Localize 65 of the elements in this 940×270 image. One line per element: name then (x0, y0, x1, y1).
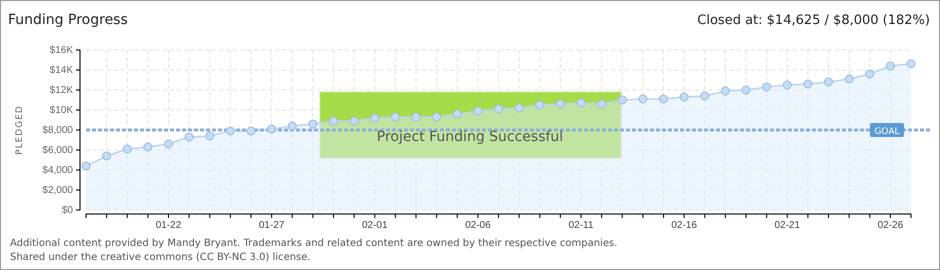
point (390, 112, 400, 122)
point (473, 106, 482, 116)
y-tick-label: $4,000 (42, 165, 74, 176)
point (350, 116, 359, 126)
point (865, 70, 874, 78)
point (720, 86, 730, 96)
point (288, 122, 297, 130)
point (886, 62, 895, 70)
y-tick-label: $16K (50, 45, 74, 56)
text: Shared under the creative commons (CC BY-NC 3.0) license. (10, 252, 311, 263)
point (246, 126, 256, 136)
point (906, 59, 916, 68)
x-tick-label: 02-21 (774, 220, 800, 232)
point (803, 80, 812, 88)
point (597, 100, 606, 108)
point (762, 82, 772, 92)
point (782, 80, 792, 90)
annotation: Project Funding Successful (376, 129, 564, 145)
text: Additional content provided by Mandy Bryant. Trademarks and related content are owned by their respective companies. (10, 238, 618, 249)
point (638, 94, 648, 104)
y-tick-label: $2,000 (42, 185, 74, 196)
x-tick-label: 01-27 (258, 220, 285, 232)
y-tick-label: $8,000 (42, 125, 74, 136)
ref-line-label: GOAL (874, 127, 900, 137)
point (576, 98, 586, 108)
point (143, 142, 152, 152)
point (680, 92, 689, 102)
point (205, 132, 214, 140)
chart-title: Funding Progress (8, 12, 128, 28)
point (844, 74, 854, 84)
point (370, 114, 380, 122)
x-tick-label: 02-26 (878, 220, 904, 232)
point (824, 78, 833, 86)
point (535, 100, 544, 110)
point (659, 94, 668, 104)
y-tick-label: $6,000 (42, 145, 74, 156)
point (164, 140, 173, 148)
x-tick-label: 02-06 (465, 220, 492, 232)
y-tick-label: $0 (62, 205, 74, 216)
y-tick-label: $10K (50, 105, 74, 116)
x-tick-label: 02-01 (362, 220, 388, 232)
y-tick-label: $14K (50, 65, 74, 76)
point (82, 162, 90, 170)
point (514, 104, 524, 112)
point (267, 124, 276, 134)
x-tick-label: 02-11 (568, 220, 594, 232)
x-tick-label: 02-16 (671, 220, 698, 232)
point (184, 132, 194, 142)
point (618, 96, 627, 104)
point (700, 92, 710, 100)
point (226, 126, 235, 136)
point (742, 86, 750, 94)
point (102, 152, 112, 160)
point (452, 110, 462, 118)
point (556, 100, 565, 108)
y-axis-title: PLEDGED (15, 105, 25, 155)
point (432, 112, 442, 122)
chart-subtitle: Closed at: $14,625 / $8,000 (182%) (697, 13, 930, 28)
point (412, 112, 420, 122)
point (308, 120, 318, 128)
point (122, 144, 132, 154)
y-tick-label: $12K (50, 85, 74, 96)
point (494, 104, 503, 114)
x-tick-label: 01-22 (156, 220, 182, 232)
point (329, 116, 338, 126)
